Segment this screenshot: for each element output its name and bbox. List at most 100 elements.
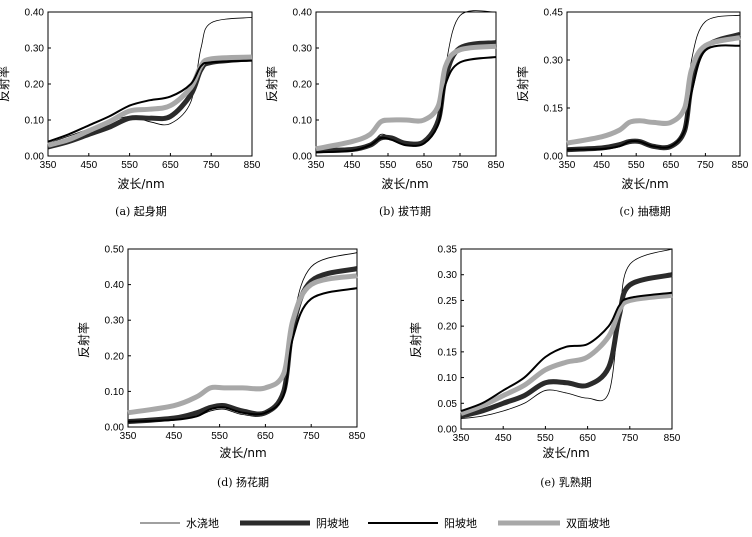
series-line-shuangmian: [566, 35, 741, 146]
series-line-yangpo: [566, 44, 741, 151]
x-tick-label: 550: [380, 160, 397, 171]
panel-caption: (c) 抽穗期: [619, 204, 670, 218]
x-tick-label: 850: [664, 433, 681, 444]
chart-panel-1: 350 450 550 650 750 850 0.00 0.10 0.20 0.30 0.40 反射…: [0, 8, 261, 219]
y-tick-label: 0.10: [105, 387, 125, 398]
legend-label-yinpo: 阴坡地: [316, 517, 349, 530]
y-tick-label: 0.00: [105, 423, 125, 434]
y-tick-label: 0.00: [25, 152, 45, 163]
chart-panel-5: 350 450 550 650 750 850 0.00 0.05 0.10 0.15 0.20 0.…: [408, 245, 681, 490]
x-tick-label: 350: [120, 431, 137, 442]
panel-caption: (e) 乳熟期: [540, 475, 592, 489]
x-tick-label: 450: [593, 160, 610, 171]
y-tick-label: 0.05: [438, 399, 458, 410]
x-axis-label: 波长/nm: [117, 177, 164, 191]
y-tick-label: 0.40: [105, 280, 125, 291]
y-tick-label: 0.35: [438, 245, 458, 256]
x-tick-label: 350: [40, 160, 57, 171]
x-tick-label: 850: [488, 160, 505, 171]
y-tick-label: 0.50: [105, 245, 125, 256]
x-tick-label: 850: [244, 160, 261, 171]
y-tick-label: 0.40: [293, 8, 313, 19]
plot-frame: [315, 11, 497, 157]
x-tick-label: 850: [349, 431, 366, 442]
x-tick-label: 550: [628, 160, 645, 171]
series-line-shuijiao: [566, 14, 741, 150]
plot-frame: [127, 248, 358, 428]
y-tick-label: 0.10: [438, 373, 458, 384]
series-line-shuangmian: [460, 292, 673, 416]
x-tick-label: 850: [732, 160, 749, 171]
x-tick-label: 450: [495, 433, 512, 444]
y-tick-label: 0.45: [544, 8, 564, 19]
y-tick-label: 0.00: [293, 152, 313, 163]
x-tick-label: 750: [203, 160, 220, 171]
series-line-shuijiao: [47, 17, 253, 144]
panel-caption: (b) 拔节期: [379, 204, 431, 218]
series-line-shuangmian: [127, 273, 358, 416]
y-axis-label: 反射率: [264, 66, 279, 102]
y-tick-label: 0.00: [438, 425, 458, 436]
legend: 水浇地 阴坡地 阳坡地 双面坡地: [140, 517, 610, 530]
y-tick-label: 0.30: [293, 44, 313, 55]
y-tick-label: 0.30: [25, 44, 45, 55]
chart-panel-3: 350 450 550 650 750 850 0.00 0.15 0.30 0.45 反射率波长/…: [515, 8, 749, 219]
y-tick-label: 0.00: [544, 152, 564, 163]
y-tick-label: 0.10: [293, 116, 313, 127]
y-tick-label: 0.30: [438, 270, 458, 281]
series-line-yinpo: [127, 266, 358, 425]
y-axis-label: 反射率: [0, 66, 11, 102]
plot-frame: [566, 11, 741, 157]
series-line-shuijiao: [315, 10, 497, 153]
x-tick-label: 450: [80, 160, 97, 171]
x-axis-label: 波长/nm: [542, 446, 589, 460]
legend-label-shuangmian: 双面坡地: [566, 517, 610, 530]
y-tick-label: 0.25: [438, 296, 458, 307]
y-tick-label: 0.15: [438, 347, 458, 358]
series-line-yangpo: [460, 291, 673, 412]
x-axis-label: 波长/nm: [381, 177, 428, 191]
x-tick-label: 350: [308, 160, 325, 171]
y-axis-label: 反射率: [76, 322, 91, 358]
y-tick-label: 0.20: [438, 322, 458, 333]
y-axis-label: 反射率: [515, 66, 530, 102]
x-axis-label: 波长/nm: [219, 446, 266, 460]
y-tick-label: 0.20: [105, 351, 125, 362]
x-tick-label: 750: [621, 433, 638, 444]
x-tick-label: 750: [303, 431, 320, 442]
y-tick-label: 0.20: [293, 80, 313, 91]
y-tick-label: 0.15: [544, 104, 564, 115]
series-line-yangpo: [315, 56, 497, 154]
y-tick-label: 0.20: [25, 80, 45, 91]
x-tick-label: 750: [452, 160, 469, 171]
series-line-yangpo: [127, 287, 358, 423]
chart-panel-4: 350 450 550 650 750 850 0.00 0.10 0.20 0.30 0.40 0.…: [76, 245, 366, 490]
x-tick-label: 650: [162, 160, 179, 171]
x-tick-label: 350: [453, 433, 470, 444]
x-tick-label: 750: [697, 160, 714, 171]
series-line-shuangmian: [315, 43, 497, 152]
y-tick-label: 0.30: [544, 56, 564, 67]
y-axis-label: 反射率: [408, 322, 423, 358]
x-tick-label: 550: [537, 433, 554, 444]
series-line-yinpo: [566, 32, 741, 153]
x-tick-label: 450: [165, 431, 182, 442]
legend-label-shuijiao: 水浇地: [186, 517, 219, 530]
y-tick-label: 0.40: [25, 8, 45, 19]
x-axis-label: 波长/nm: [621, 177, 668, 191]
x-tick-label: 650: [579, 433, 596, 444]
x-tick-label: 550: [211, 431, 228, 442]
series-line-yangpo: [47, 59, 253, 143]
series-line-shuijiao: [460, 248, 673, 420]
x-tick-label: 650: [257, 431, 274, 442]
panel-caption: (a) 起身期: [115, 204, 167, 218]
legend-label-yangpo: 阳坡地: [444, 517, 477, 530]
x-tick-label: 550: [121, 160, 138, 171]
chart-panel-2: 350 450 550 650 750 850 0.00 0.10 0.20 0.30 0.40 反射…: [264, 8, 505, 219]
x-tick-label: 450: [344, 160, 361, 171]
x-tick-label: 650: [416, 160, 433, 171]
y-tick-label: 0.10: [25, 116, 45, 127]
panel-caption: (d) 扬花期: [217, 475, 269, 489]
y-tick-label: 0.30: [105, 316, 125, 327]
